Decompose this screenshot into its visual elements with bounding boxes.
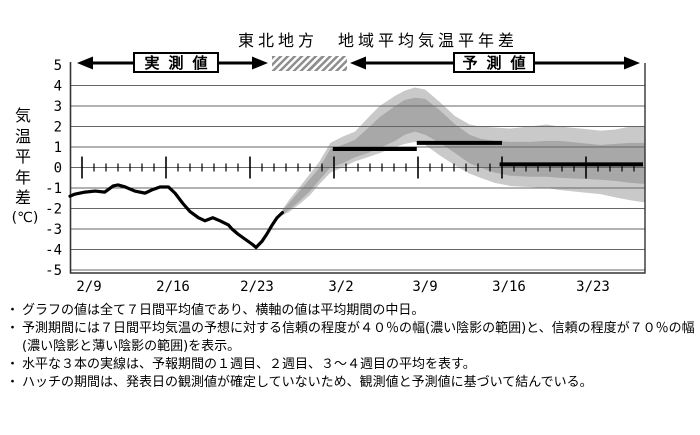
forecast-period-arrow-head-right: [624, 56, 640, 70]
chart-plot: 5 4 3 2 1 0 -1 -2 -3 -4 -5 2/9 2/16 2/23 3/2 3/9 3/16 3/2…: [45, 56, 646, 295]
chart-title: 東北地方 地域平均気温平年差: [238, 31, 519, 50]
y-tick-label: -1: [45, 181, 62, 197]
forecast-period-arrow-head-left: [350, 56, 366, 70]
y-axis-title: 気温平年差: [14, 106, 31, 207]
y-tick-label: -3: [45, 222, 62, 238]
x-tick-label: 3/2: [328, 279, 353, 295]
confidence-band-40: [282, 97, 645, 215]
note-text: グラフの値は全て７日間平均値であり、横軸の値は平均期間の中日。: [22, 303, 425, 318]
note-item: ・水平な３本の実線は、予報期間の１週目、２週目、３～４週目の平均を表す。: [6, 356, 696, 374]
x-tick-label: 2/16: [156, 279, 190, 295]
y-tick-label: -4: [45, 243, 62, 259]
observed-period-arrow-head-right: [252, 56, 268, 70]
y-tick-label: 5: [54, 58, 62, 74]
x-tick-label: 3/23: [576, 279, 610, 295]
note-text: 水平な３本の実線は、予報期間の１週目、２週目、３～４週目の平均を表す。: [22, 356, 476, 372]
y-tick-label: 0: [54, 161, 62, 177]
y-tick-label: -2: [45, 202, 62, 218]
note-text: ハッチの期間は、発表日の観測値が確定していないため、観測値と予測値に基づいて結ん…: [22, 374, 593, 390]
y-tick-label: 1: [54, 140, 62, 156]
bullet-glyph: ・: [6, 356, 20, 372]
note-item: ・ハッチの期間は、発表日の観測値が確定していないため、観測値と予測値に基づいて結…: [6, 374, 696, 392]
y-tick-label: 4: [54, 79, 62, 95]
hatch-period-marker: [272, 56, 347, 71]
x-tick-label: 2/9: [76, 279, 101, 295]
bullet-glyph: ・: [6, 321, 20, 336]
y-tick-label: -5: [45, 263, 62, 279]
observed-line: [68, 183, 284, 250]
x-tick-label: 3/9: [412, 279, 437, 295]
bullet-glyph: ・: [6, 374, 20, 390]
forecast-period-label: 予測値: [453, 52, 535, 73]
y-axis-unit: (℃): [11, 210, 39, 226]
note-item: ・予測期間には７日間平均気温の予想に対する信頼の程度が４０％の幅(濃い陰影の範囲…: [6, 320, 696, 355]
x-tick-label: 2/23: [240, 279, 274, 295]
observed-period-arrow-head-left: [77, 56, 93, 70]
notes-list: ・グラフの値は全て７日間平均値であり、横軸の値は平均期間の中日。 ・予測期間には…: [6, 302, 696, 392]
observed-period-label: 実測値: [133, 52, 219, 73]
note-text: 予測期間には７日間平均気温の予想に対する信頼の程度が４０％の幅(濃い陰影の範囲)…: [22, 321, 695, 354]
y-tick-label: 3: [54, 99, 62, 115]
x-tick-label: 3/16: [492, 279, 526, 295]
y-tick-label: 2: [54, 120, 62, 136]
note-item: ・グラフの値は全て７日間平均値であり、横軸の値は平均期間の中日。: [6, 302, 696, 320]
bullet-glyph: ・: [6, 303, 20, 318]
